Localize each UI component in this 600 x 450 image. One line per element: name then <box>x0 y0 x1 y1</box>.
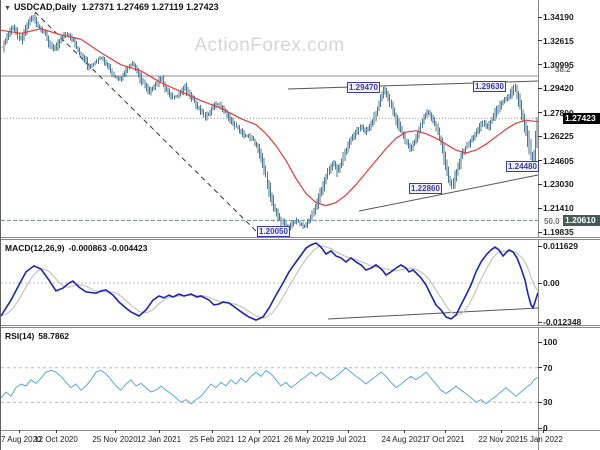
moving-average-line <box>1 28 539 207</box>
x-axis-tick <box>115 430 116 433</box>
y-axis-tick <box>538 341 542 343</box>
macd-header: MACD(12,26,9) -0.000863 -0.004423 <box>5 243 147 253</box>
y-axis-tick-label: 0.00 <box>543 278 560 288</box>
y-axis-tick-label: 1.19835 <box>543 227 574 237</box>
y-axis-tick-label: 1.21410 <box>543 203 574 214</box>
x-axis-date-label: 5 Jan 2022 <box>523 435 563 444</box>
price-callout-label: 1.29630 <box>473 81 506 92</box>
downtrend-dashed-line <box>34 11 258 233</box>
y-axis-tick <box>538 231 542 233</box>
fib-500-label: 50.0 <box>544 217 560 227</box>
x-axis-tick <box>543 430 544 433</box>
ohlc-values: 1.27371 1.27469 1.27119 1.27423 <box>81 2 219 12</box>
symbol-header: ▼ USDCAD,Daily 1.27371 1.27469 1.27119 1.2… <box>4 2 219 12</box>
x-axis-tick <box>501 430 502 433</box>
y-axis-tick-label: 1.26225 <box>543 131 574 142</box>
y-axis-tick-label: 0 <box>543 423 548 433</box>
x-axis-tick <box>19 430 20 433</box>
y-axis-tick <box>538 367 542 369</box>
x-axis-date-label: 25 Nov 2020 <box>92 435 138 444</box>
y-axis-tick-label: 0.011629 <box>543 241 578 252</box>
x-axis-tick <box>259 430 260 433</box>
price-callout-label: 1.22860 <box>409 183 442 194</box>
x-axis-tick <box>212 430 213 433</box>
x-axis-date-label: 7 Oct 2021 <box>425 435 465 444</box>
x-axis-tick <box>445 430 446 433</box>
y-axis-tick <box>538 401 542 403</box>
x-axis-tick <box>307 430 308 433</box>
y-axis-tick <box>538 160 542 162</box>
y-axis-tick <box>538 321 542 323</box>
y-axis-tick-label: 1.30995 <box>543 59 574 70</box>
price-callout-label: 1.29470 <box>347 82 380 93</box>
x-axis-tick <box>159 430 160 433</box>
x-axis-date-label: 27 Aug 2020 <box>0 435 42 444</box>
y-axis-tick <box>538 40 542 42</box>
price-callout-label: 1.24480 <box>506 161 539 172</box>
y-axis-tick-label: 100 <box>543 337 558 347</box>
y-axis-tick <box>538 282 542 284</box>
x-axis-date-label: 26 May 2021 <box>283 435 331 444</box>
y-axis-tick <box>538 135 542 137</box>
x-axis-tick <box>348 430 349 433</box>
y-axis-tick <box>538 183 542 185</box>
x-axis-date-label: 25 Feb 2021 <box>189 435 235 444</box>
x-axis-date-label: 22 Nov 2021 <box>478 435 524 444</box>
support-line <box>358 174 539 212</box>
rsi-header: RSI(14) 58.7862 <box>5 331 69 341</box>
y-axis-tick-label: 1.32615 <box>543 35 574 46</box>
current-price-badge: 1.27423 <box>563 112 600 124</box>
y-axis-tick <box>538 64 542 66</box>
y-axis-tick <box>538 16 542 18</box>
y-axis-tick-label: 70 <box>543 362 553 373</box>
y-axis-tick <box>538 427 542 429</box>
macd-line <box>1 242 539 321</box>
rsi-label: RSI(14) <box>5 331 35 341</box>
y-axis-tick <box>538 207 542 209</box>
y-axis-border[interactable] <box>538 0 539 450</box>
x-axis-date-label: 24 Aug 2021 <box>381 435 427 444</box>
pane-splitter-macd[interactable] <box>1 237 600 240</box>
y-axis-tick <box>538 112 542 114</box>
chevron-down-icon[interactable]: ▼ <box>4 5 11 12</box>
rsi-value: 58.7862 <box>38 331 70 341</box>
y-axis-tick-label: -0.012348 <box>543 317 582 328</box>
pane-splitter-rsi[interactable] <box>1 325 600 328</box>
y-axis-tick-label: 1.29420 <box>543 83 574 94</box>
y-axis-tick-label: 30 <box>543 397 553 408</box>
rsi-line <box>1 367 539 405</box>
candlestick-bars <box>1 13 538 231</box>
y-axis-tick-label: 1.23030 <box>543 179 574 190</box>
macd-label: MACD(12,26,9) <box>5 243 65 253</box>
watermark: ActionForex.com <box>194 35 345 56</box>
y-axis-tick-label: 1.34190 <box>543 12 574 22</box>
fib-level-badge: 1.20610 <box>563 214 600 226</box>
symbol-label: USDCAD,Daily <box>13 2 77 12</box>
x-axis-border <box>1 430 600 431</box>
x-axis-date-label: 12 Oct 2020 <box>34 435 78 444</box>
y-axis-tick-label: 1.24605 <box>543 155 574 166</box>
macd-values: -0.000863 -0.004423 <box>68 243 148 253</box>
x-axis-date-label: 9 Jul 2021 <box>329 435 367 444</box>
x-axis-tick <box>404 430 405 433</box>
macd-trendline <box>327 307 539 320</box>
price-callout-label: 1.20050 <box>257 226 290 237</box>
y-axis-tick-label: 1.27800 <box>543 107 574 118</box>
macd-signal-line <box>1 245 539 319</box>
x-axis-date-label: 12 Apr 2021 <box>237 435 281 444</box>
x-axis-date-label: 12 Jan 2021 <box>136 435 182 444</box>
y-axis-tick <box>538 87 542 89</box>
y-axis-tick <box>538 245 542 247</box>
fib-382-label: 38.2 <box>555 65 571 74</box>
x-axis-tick <box>56 430 57 433</box>
